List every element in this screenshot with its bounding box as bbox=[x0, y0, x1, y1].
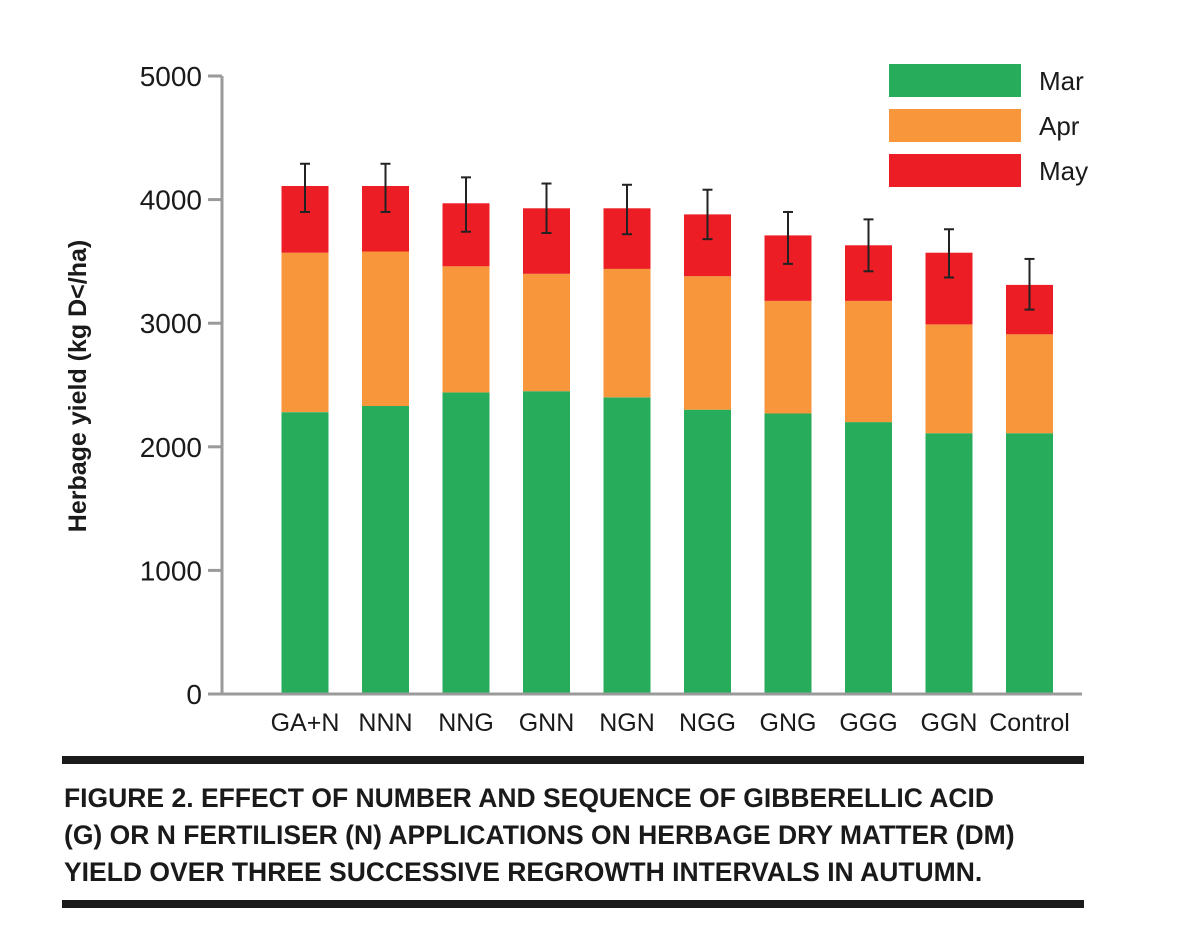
caption-bottom-rule bbox=[62, 900, 1084, 908]
error-bar bbox=[541, 182, 552, 234]
bar-mar-ggg bbox=[845, 422, 892, 694]
bar-apr-ggn bbox=[925, 324, 973, 434]
x-tick-label: NNG bbox=[438, 709, 494, 737]
bar-mar-control bbox=[1006, 433, 1053, 694]
bar-apr-nnn bbox=[362, 251, 409, 406]
error-bar bbox=[863, 218, 874, 273]
bar-apr-ga-n bbox=[281, 252, 329, 413]
caption-line-3: YIELD OVER THREE SUCCESSIVE REGROWTH INT… bbox=[64, 857, 983, 887]
y-tick-label: 3000 bbox=[140, 308, 202, 339]
legend-label-apr: Apr bbox=[1039, 111, 1080, 141]
figure-caption: FIGURE 2. EFFECT OF NUMBER AND SEQUENCE … bbox=[64, 780, 1074, 891]
x-tick-label: GGG bbox=[839, 709, 897, 737]
y-axis-title: Herbage yield (kg D</ha) bbox=[64, 240, 92, 532]
legend-label-may: May bbox=[1039, 156, 1088, 186]
axes-layer: GA+N NNN NNG GNN NGN NGG GNG GGG GGN Control 0 1000… bbox=[140, 61, 1082, 737]
bar-mar-ga-n bbox=[281, 412, 329, 694]
error-bar bbox=[702, 188, 713, 241]
bar-mar-nng bbox=[442, 392, 490, 694]
error-bar bbox=[944, 228, 954, 279]
x-tick-label: GA+N bbox=[271, 709, 340, 737]
bars-layer bbox=[281, 186, 1053, 694]
error-bar bbox=[300, 162, 310, 213]
y-tick-label: 5000 bbox=[140, 61, 202, 92]
caption-line-2: (G) OR N FERTILISER (N) APPLICATIONS ON … bbox=[64, 820, 1015, 850]
bar-apr-gnn bbox=[523, 273, 570, 392]
x-tick-label: GNG bbox=[760, 709, 817, 737]
bar-mar-ngn bbox=[603, 397, 651, 694]
bar-apr-ngg bbox=[684, 276, 731, 410]
x-tick-label: GNN bbox=[519, 709, 575, 737]
caption-line-1: FIGURE 2. EFFECT OF NUMBER AND SEQUENCE … bbox=[64, 783, 994, 813]
error-bar bbox=[461, 176, 471, 233]
error-bar bbox=[380, 162, 391, 213]
bar-apr-control bbox=[1006, 334, 1053, 434]
y-tick-label: 4000 bbox=[140, 185, 202, 216]
y-tick-label: 0 bbox=[186, 679, 202, 710]
herbage-yield-chart: GA+N NNN NNG GNN NGN NGG GNG GGG GGN Control 0 1000… bbox=[64, 61, 1088, 737]
error-bar bbox=[1024, 257, 1035, 311]
bar-apr-nng bbox=[442, 266, 490, 393]
y-tick-label: 2000 bbox=[140, 432, 202, 463]
legend-swatch-apr bbox=[889, 109, 1021, 142]
bar-apr-ngn bbox=[603, 268, 651, 398]
x-tick-label: GGN bbox=[921, 709, 978, 737]
x-tick-label: NNN bbox=[358, 709, 412, 737]
x-tick-label: NGN bbox=[599, 709, 655, 737]
bar-mar-gng bbox=[764, 413, 812, 694]
caption-top-rule bbox=[62, 756, 1084, 764]
x-tick-label: NGG bbox=[679, 709, 736, 737]
legend-label-mar: Mar bbox=[1039, 66, 1084, 96]
legend: Mar Apr May bbox=[889, 64, 1088, 187]
error-bars-layer bbox=[300, 162, 1035, 311]
bar-mar-ngg bbox=[684, 409, 731, 694]
error-bar bbox=[622, 183, 632, 236]
bar-apr-ggg bbox=[845, 301, 892, 423]
legend-swatch-may bbox=[889, 154, 1021, 187]
bar-mar-ggn bbox=[925, 433, 973, 694]
y-tick-label: 1000 bbox=[140, 555, 202, 586]
x-tick-label: Control bbox=[989, 709, 1070, 737]
bar-apr-gng bbox=[764, 301, 812, 414]
bar-mar-gnn bbox=[523, 391, 570, 694]
legend-swatch-mar bbox=[889, 64, 1021, 97]
bar-mar-nnn bbox=[362, 406, 409, 694]
error-bar bbox=[783, 210, 793, 265]
